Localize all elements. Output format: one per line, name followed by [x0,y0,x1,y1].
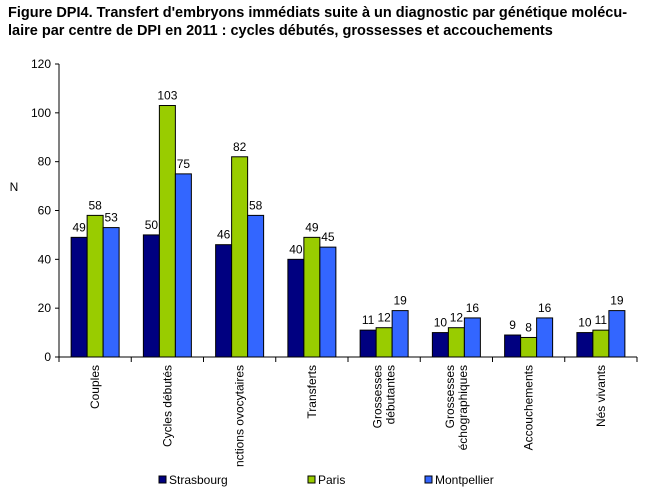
bar-value-label: 19 [610,294,624,308]
chart-title-line-1: Figure DPI4. Transfert d'embryons immédi… [8,5,628,21]
bar-paris-7 [592,329,610,358]
bar-strasbourg-0 [70,236,88,358]
bar-value-label: 10 [578,316,592,330]
bar-value-label: 11 [595,313,608,327]
x-tick-label: Cycles débutés [160,365,174,447]
bar-value-label: 49 [305,220,319,234]
bar-value-label: 45 [321,230,335,244]
bar-paris-4 [375,327,393,358]
bar-paris-5 [447,327,465,358]
y-tick-label: 20 [38,301,52,315]
bar-montpellier-4 [391,310,409,358]
y-tick-label: 80 [38,155,52,169]
bar-paris-2 [231,156,249,358]
bar-paris-3 [303,236,321,358]
bar-strasbourg-4 [359,329,377,358]
bar-strasbourg-7 [576,332,594,358]
bar-value-label: 12 [377,311,391,325]
legend-label: Strasbourg [169,473,228,487]
bar-value-label: 82 [233,140,247,154]
bar-value-label: 19 [393,294,407,308]
legend-swatch-paris [307,475,316,484]
bar-value-label: 9 [509,318,516,332]
bar-montpellier-5 [463,317,481,358]
bar-strasbourg-5 [431,332,449,358]
y-tick-label: 40 [38,252,52,266]
bar-paris-6 [520,336,538,358]
x-tick-label: débutantes [384,365,398,424]
bar-strasbourg-2 [215,244,233,358]
bar-value-label: 40 [289,242,303,256]
bar-paris-0 [86,214,104,358]
x-tick-label: Couples [88,365,102,409]
bar-value-label: 75 [177,157,191,171]
y-tick-label: 0 [44,350,51,364]
chart-title-line-2: laire par centre de DPI en 2011 : cycles… [8,23,553,39]
bar-montpellier-3 [319,246,337,358]
bar-value-label: 58 [88,198,102,212]
bar-paris-1 [158,105,176,358]
bar-montpellier-6 [536,317,554,358]
x-tick-label: Nés vivants [594,365,608,427]
bar-montpellier-1 [174,173,192,358]
y-tick-label: 60 [38,204,52,218]
y-axis-label: N [10,180,19,194]
bar-value-label: 10 [434,316,448,330]
bar-strasbourg-6 [504,334,522,358]
bar-value-label: 53 [104,211,118,225]
bar-value-label: 50 [145,218,159,232]
bar-montpellier-7 [608,310,626,358]
bar-value-label: 8 [525,320,532,334]
bar-value-label: 16 [538,301,552,315]
legend-swatch-strasbourg [158,475,167,484]
legend-swatch-montpellier [424,475,433,484]
x-tick-label: Transferts [305,365,319,419]
legend-label: Paris [318,473,345,487]
bar-strasbourg-1 [142,234,160,358]
bar-value-label: 11 [362,313,375,327]
bar-value-label: 58 [249,198,263,212]
chart-title: Figure DPI4. Transfert d'embryons immédi… [8,4,644,40]
x-tick-label: Accouchements [522,365,536,450]
x-tick-label: Grossesses [371,365,385,428]
bar-value-label: 49 [72,220,86,234]
legend-label: Montpellier [435,473,494,487]
y-tick-label: 100 [31,106,51,120]
bar-montpellier-0 [102,227,120,358]
x-tick-label: nctions ovocytaires [233,365,247,467]
bar-value-label: 12 [450,311,464,325]
bar-value-label: 16 [466,301,480,315]
x-tick-label: Grossesses [443,365,457,428]
x-tick-label: échographiques [456,365,470,450]
bar-value-label: 103 [157,89,177,103]
bar-value-label: 46 [217,228,231,242]
y-tick-label: 120 [31,57,51,71]
bar-strasbourg-3 [287,258,305,358]
bar-montpellier-2 [247,214,265,358]
